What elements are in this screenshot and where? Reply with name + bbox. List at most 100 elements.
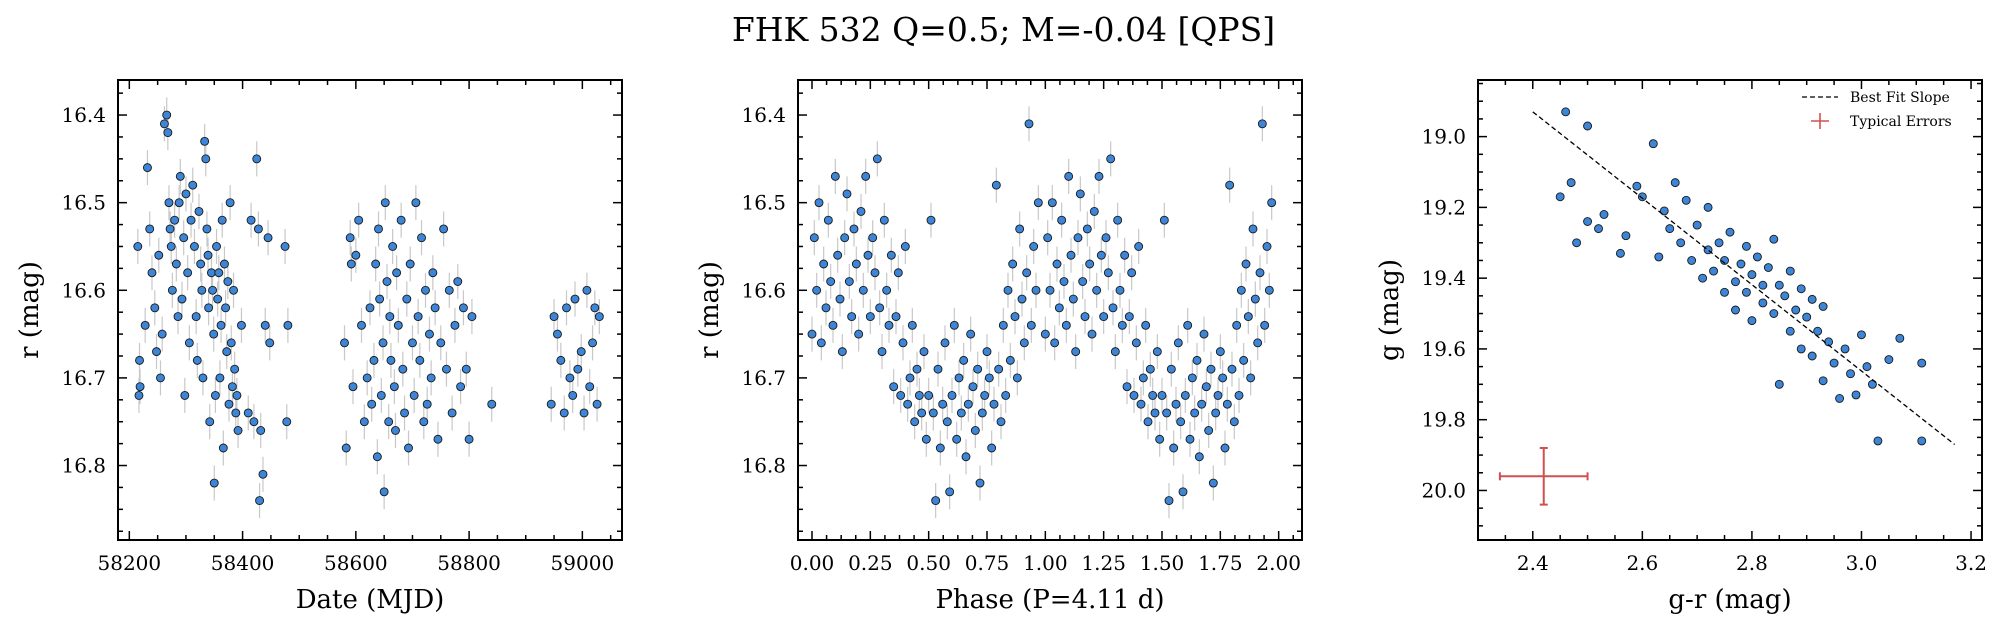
data-point	[365, 303, 375, 313]
data-point	[165, 224, 175, 234]
data-point	[422, 399, 432, 409]
data-point	[152, 347, 161, 357]
data-point	[945, 487, 955, 497]
data-point	[134, 390, 144, 400]
data-point	[265, 338, 275, 348]
data-point	[1873, 436, 1883, 446]
data-point	[1047, 198, 1057, 208]
data-point	[959, 355, 969, 365]
data-point	[1045, 285, 1055, 295]
data-point	[1654, 252, 1664, 262]
data-point	[1066, 250, 1076, 260]
data-point	[568, 390, 578, 400]
data-point	[217, 215, 227, 225]
x-tick-label: 0.25	[848, 551, 893, 575]
data-point	[1164, 496, 1174, 506]
data-point	[232, 390, 242, 400]
data-point	[1166, 364, 1176, 374]
data-point	[164, 198, 174, 208]
data-point	[903, 399, 913, 409]
data-point	[1117, 320, 1127, 330]
data-point	[166, 242, 176, 251]
data-point	[220, 259, 229, 269]
x-tick-label: 58600	[324, 551, 388, 575]
data-point	[372, 452, 382, 462]
data-point	[1807, 294, 1817, 304]
data-point	[1010, 312, 1020, 322]
data-point	[812, 285, 822, 295]
data-point	[404, 443, 413, 453]
data-point	[280, 242, 290, 251]
data-point	[856, 206, 866, 216]
data-point	[174, 198, 184, 208]
data-point	[947, 390, 957, 400]
data-point	[456, 382, 466, 392]
data-point	[1561, 107, 1571, 117]
data-point	[1659, 206, 1669, 216]
data-point	[919, 347, 929, 357]
data-point	[1895, 333, 1905, 343]
data-point	[1031, 285, 1041, 295]
data-point	[237, 320, 246, 330]
data-point	[177, 294, 187, 304]
data-point	[256, 426, 266, 435]
data-point	[1594, 224, 1603, 234]
data-point	[201, 154, 211, 164]
data-point	[396, 215, 406, 225]
data-point	[197, 285, 207, 295]
data-point	[140, 320, 150, 330]
data-point	[1229, 417, 1239, 427]
data-point	[884, 320, 894, 330]
y-tick-label: 19.6	[1421, 337, 1466, 361]
data-point	[1829, 358, 1839, 368]
data-point	[1731, 305, 1740, 315]
data-point	[179, 233, 189, 243]
data-point	[863, 250, 873, 260]
data-point	[1073, 233, 1083, 243]
data-point	[402, 294, 412, 304]
data-point	[882, 285, 892, 295]
data-point	[893, 268, 903, 278]
data-point	[1572, 238, 1582, 248]
y-tick-label: 16.4	[741, 103, 786, 127]
x-tick-label: 0.75	[965, 551, 1010, 575]
x-tick-label: 58400	[211, 551, 275, 575]
data-point	[150, 303, 160, 313]
data-point	[1862, 362, 1872, 372]
legend-label-best-fit: Best Fit Slope	[1850, 90, 1950, 106]
data-point	[1012, 373, 1022, 383]
data-point	[345, 233, 355, 243]
data-point	[415, 355, 425, 365]
data-point	[835, 294, 845, 304]
x-axis-label: Date (MJD)	[296, 585, 445, 615]
data-point	[1134, 242, 1144, 251]
data-point	[1698, 273, 1708, 283]
data-point	[1264, 285, 1274, 295]
data-point	[181, 189, 191, 199]
data-point	[189, 242, 199, 251]
data-point	[393, 320, 403, 330]
data-point	[369, 355, 379, 365]
data-point	[340, 338, 349, 348]
data-point	[157, 329, 167, 339]
data-point	[814, 198, 824, 208]
data-point	[1145, 364, 1155, 374]
data-point	[183, 268, 193, 278]
data-point	[1752, 252, 1762, 262]
data-point	[1725, 227, 1735, 237]
data-point	[1113, 215, 1123, 225]
data-point	[348, 382, 358, 392]
data-point	[351, 250, 361, 260]
data-point	[1796, 344, 1806, 354]
y-tick-label: 19.4	[1421, 266, 1466, 290]
data-point	[982, 347, 992, 357]
data-point	[1141, 320, 1151, 330]
y-tick-label: 16.6	[61, 278, 106, 302]
data-point	[200, 136, 210, 146]
data-point	[378, 338, 388, 348]
data-point	[1127, 268, 1137, 278]
data-point	[1555, 192, 1565, 202]
data-point	[1758, 298, 1768, 308]
data-point	[263, 233, 273, 243]
data-point	[1136, 399, 1146, 409]
